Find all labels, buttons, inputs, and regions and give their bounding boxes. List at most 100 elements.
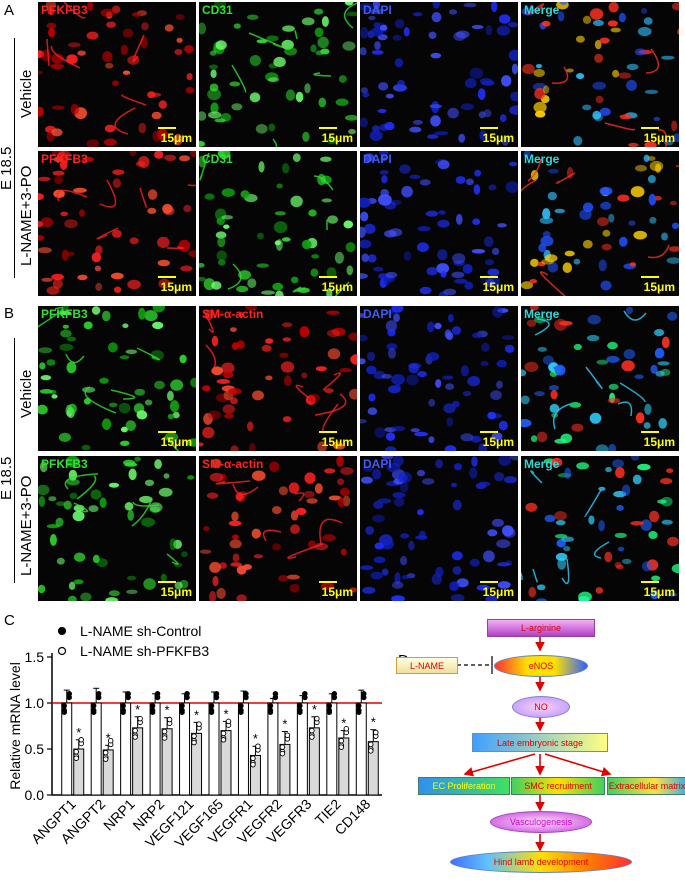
data-point bbox=[66, 691, 72, 697]
legend-marker bbox=[57, 626, 67, 636]
data-point bbox=[338, 744, 345, 750]
panel-a-scale-bar-label: 15μm bbox=[482, 131, 514, 145]
panel-a-scale-bar bbox=[158, 276, 176, 278]
data-point bbox=[220, 737, 227, 743]
panel-b-scale-bar bbox=[641, 431, 659, 433]
panel-a-tile-r2-c3: DAPI 15μm bbox=[360, 151, 518, 296]
data-point bbox=[238, 709, 244, 715]
flow-node-no: NO bbox=[512, 696, 570, 718]
bar bbox=[179, 702, 191, 796]
panel-b-tile-r1-c3: DAPI 15μm bbox=[360, 306, 518, 451]
panel-a-micrograph-texture bbox=[199, 2, 357, 147]
data-point bbox=[61, 703, 67, 709]
x-tick-label: NRP1 bbox=[100, 796, 138, 834]
significance-marker: * bbox=[282, 717, 287, 732]
panel-a-tile-r1-c4: Merge 15μm bbox=[521, 2, 679, 147]
significance-marker: * bbox=[371, 715, 376, 730]
data-point bbox=[166, 716, 173, 723]
data-point bbox=[149, 709, 156, 715]
panel-a-stage-label: E 18.5 bbox=[0, 146, 15, 190]
data-point bbox=[125, 691, 131, 697]
data-point bbox=[191, 733, 197, 739]
y-tick-label: 1.5 bbox=[25, 649, 45, 665]
panel-b-stage-label: E 18.5 bbox=[0, 456, 15, 500]
data-point bbox=[309, 727, 315, 734]
data-point bbox=[149, 703, 156, 709]
panel-b-row-bracket bbox=[14, 338, 15, 583]
data-point bbox=[208, 703, 215, 709]
panel-b-row1-label: Vehicle bbox=[18, 369, 35, 418]
data-point bbox=[368, 741, 374, 748]
panel-b-channel-label: PFKFB3 bbox=[41, 307, 88, 321]
panel-b-micrograph-texture bbox=[521, 306, 678, 451]
data-point bbox=[208, 709, 215, 715]
data-point bbox=[107, 737, 114, 744]
flow-node-hind-lamb-development: Hind lamb development bbox=[450, 851, 632, 873]
panel-a-scale-bar-label: 15μm bbox=[321, 280, 353, 294]
panel-a-channel-label: Merge bbox=[524, 3, 560, 17]
data-point bbox=[78, 737, 84, 743]
bar bbox=[338, 737, 350, 796]
panel-b-row2-label: L-NAME+3-PO bbox=[18, 475, 35, 576]
panel-a-channel-label: CD31 bbox=[202, 152, 233, 166]
data-point bbox=[179, 703, 185, 709]
significance-marker: * bbox=[135, 702, 140, 717]
data-point bbox=[314, 715, 320, 722]
panel-a-micrograph-texture bbox=[521, 151, 679, 296]
data-point bbox=[326, 703, 333, 709]
panel-b-letter: B bbox=[4, 305, 15, 322]
significance-marker: * bbox=[341, 716, 346, 731]
panel-b-scale-bar-label: 15μm bbox=[482, 585, 514, 599]
data-point bbox=[267, 703, 274, 709]
significance-marker: * bbox=[253, 731, 258, 746]
data-point bbox=[373, 729, 379, 736]
panel-a-scale-bar bbox=[319, 127, 337, 129]
panel-b-tile-r2-c3: DAPI 15μm bbox=[360, 456, 518, 601]
panel-b-micrograph-texture bbox=[360, 456, 518, 601]
y-tick-label: 0.0 bbox=[25, 787, 45, 803]
legend-label: L-NAME sh-Control bbox=[80, 623, 201, 639]
panel-b-channel-label: Merge bbox=[524, 457, 560, 471]
significance-marker: * bbox=[223, 706, 228, 721]
panel-a-micrograph-texture bbox=[521, 2, 679, 147]
bar bbox=[120, 702, 132, 796]
panel-a-scale-bar bbox=[641, 127, 659, 129]
panel-b-tile-r2-c4: Merge 15μm bbox=[521, 456, 679, 601]
panel-b-scale-bar bbox=[480, 431, 498, 433]
panel-b-tile-r2-c2: SM-α-actin 15μm bbox=[199, 456, 357, 601]
panel-a-micrograph-texture bbox=[38, 151, 196, 295]
panel-b-scale-bar-label: 15μm bbox=[643, 435, 675, 449]
data-point bbox=[132, 734, 138, 740]
panel-a-channel-label: PFKFB3 bbox=[41, 152, 88, 166]
data-point bbox=[297, 709, 303, 715]
flow-node-vasculogenesis: Vasculogenesis bbox=[490, 811, 592, 833]
panel-b-micrograph-texture bbox=[199, 456, 357, 601]
flow-node-enos: eNOS bbox=[494, 655, 588, 677]
panel-a-scale-bar-label: 15μm bbox=[643, 280, 675, 294]
panel-b-micrograph-texture bbox=[38, 306, 196, 451]
bar bbox=[149, 702, 161, 796]
panel-b-scale-bar bbox=[158, 431, 176, 433]
panel-b-scale-bar bbox=[158, 581, 176, 583]
panel-a-micrograph-texture bbox=[38, 2, 195, 147]
data-point bbox=[368, 748, 374, 754]
data-point bbox=[243, 691, 249, 697]
panel-a-tile-r2-c4: Merge 15μm bbox=[521, 151, 679, 296]
panel-a-letter: A bbox=[4, 2, 15, 19]
y-tick-label: 1.0 bbox=[25, 695, 45, 711]
data-point bbox=[284, 732, 291, 738]
panel-a-scale-bar-label: 15μm bbox=[160, 131, 192, 145]
data-point bbox=[120, 709, 126, 715]
flow-node-l-arginine: L-arginine bbox=[487, 619, 595, 637]
data-point bbox=[196, 721, 202, 727]
panel-a-channel-label: DAPI bbox=[363, 3, 392, 17]
data-point bbox=[356, 703, 362, 709]
bar bbox=[208, 702, 220, 796]
panel-a-tile-r1-c1: PFKFB3 15μm bbox=[38, 2, 196, 147]
significance-marker: * bbox=[106, 730, 111, 745]
data-point bbox=[154, 691, 161, 697]
data-point bbox=[267, 709, 274, 715]
bar bbox=[161, 728, 173, 796]
panel-a-micrograph-texture bbox=[360, 2, 518, 146]
